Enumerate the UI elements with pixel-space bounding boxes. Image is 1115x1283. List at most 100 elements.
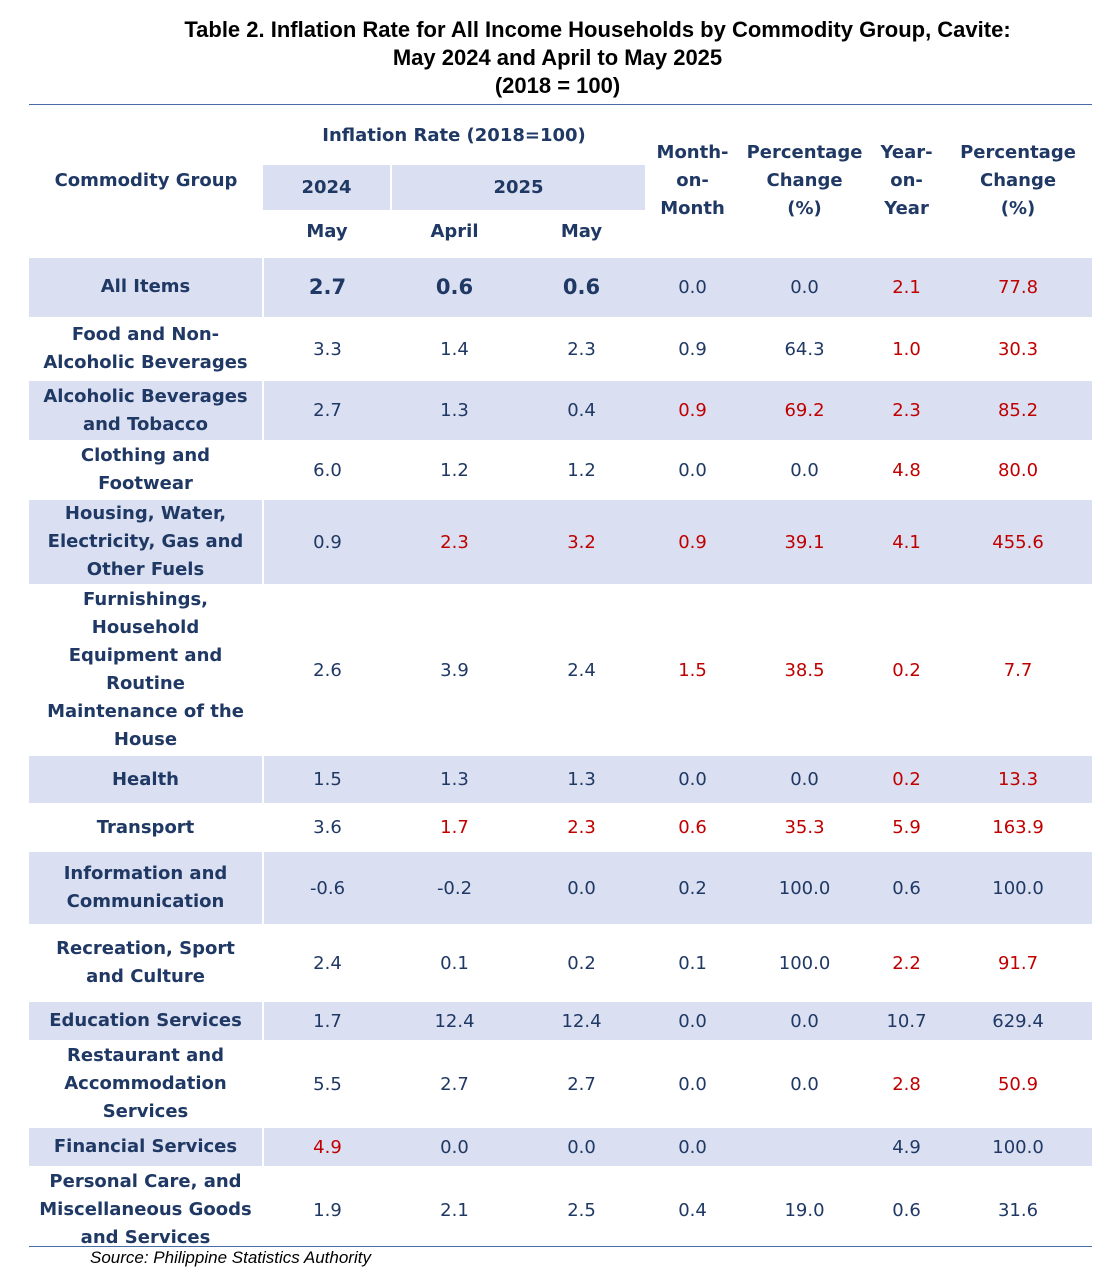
value-mom: 0.9 <box>645 379 741 441</box>
table-row: Housing, Water, Electricity, Gas and Other… <box>29 498 1093 585</box>
value-apr2025: 1.7 <box>391 803 518 851</box>
inflation-rate-header: Inflation Rate (2018=100) <box>322 124 586 146</box>
value-may2024: 2.6 <box>263 584 391 755</box>
value-mom-pct: 100.0 <box>740 850 870 925</box>
yoy-header-line: Year <box>884 198 929 220</box>
value-mom: 0.0 <box>645 1000 741 1041</box>
header-row-2: 2024 2025 <box>29 163 1092 210</box>
value-mom: 0.0 <box>645 254 741 318</box>
value-yoy-pct: 77.8 <box>944 254 1093 318</box>
value-may2024: 6.0 <box>263 440 391 499</box>
value-may2025: 2.5 <box>518 1166 646 1252</box>
value-may2025: 2.7 <box>518 1040 646 1127</box>
value-apr2025: 1.3 <box>391 754 518 804</box>
value-yoy: 4.8 <box>869 440 945 499</box>
value-may2024: 3.3 <box>263 317 391 380</box>
value-yoy-pct: 7.7 <box>944 584 1093 755</box>
value-may2024: 4.9 <box>263 1126 391 1167</box>
value-yoy-pct: 31.6 <box>944 1166 1093 1252</box>
value-may2025: 1.2 <box>518 440 646 499</box>
commodity-group-header: Commodity Group <box>54 170 238 192</box>
value-apr2025: 2.7 <box>391 1040 518 1127</box>
commodity-name-line: Services <box>102 1101 189 1122</box>
value-mom: 0.4 <box>645 1166 741 1252</box>
commodity-name-line: Maintenance of the <box>47 701 244 722</box>
value-mom-pct: 19.0 <box>740 1166 870 1252</box>
commodity-name-line: Recreation, Sport <box>56 938 235 959</box>
table-row: Health 1.5 1.3 1.3 0.0 0.0 0.2 13.3 <box>29 754 1093 804</box>
yoy-pct-header: Percentage Change (%) <box>944 108 1092 256</box>
commodity-name: Clothing and Footwear <box>29 440 264 499</box>
value-yoy: 0.6 <box>869 850 945 925</box>
yoy-pct-header-line: (%) <box>1000 198 1036 220</box>
value-mom-pct: 38.5 <box>740 584 870 755</box>
commodity-name-line: Health <box>111 768 179 790</box>
commodity-name: Health <box>29 754 264 804</box>
value-yoy-pct: 100.0 <box>944 850 1093 925</box>
mom-header: Month- on- Month <box>645 108 740 256</box>
commodity-name-line: Equipment and <box>68 645 223 666</box>
commodity-name: Housing, Water, Electricity, Gas and Other… <box>29 498 264 585</box>
value-mom-pct: 35.3 <box>740 803 870 851</box>
table-row: Furnishings, Household Equipment and Routin… <box>29 584 1093 755</box>
table-body: All Items 2.7 0.6 0.6 0.0 0.0 2.1 77.8 Food and … <box>29 254 1093 1252</box>
value-mom: 0.1 <box>645 924 741 1001</box>
month-may-2025-header: May <box>560 221 603 243</box>
table-row: Recreation, Sport and Culture 2.4 0.1 0.2 0.1… <box>29 924 1093 1001</box>
commodity-name-line: Restaurant and <box>67 1045 224 1066</box>
commodity-name-line: and Tobacco <box>82 413 209 435</box>
value-may2024: 0.9 <box>263 498 391 585</box>
commodity-name-line: Financial Services <box>53 1136 238 1157</box>
value-yoy-pct: 13.3 <box>944 754 1093 804</box>
value-yoy-pct: 50.9 <box>944 1040 1093 1127</box>
value-apr2025: 1.2 <box>391 440 518 499</box>
table-row: Transport 3.6 1.7 2.3 0.6 35.3 5.9 163.9 <box>29 803 1093 851</box>
value-apr2025: -0.2 <box>391 850 518 925</box>
commodity-name-line: Furnishings, <box>82 589 209 610</box>
mom-pct-header: Percentage Change (%) <box>740 108 869 256</box>
value-may2025: 1.3 <box>518 754 646 804</box>
year-2025-header: 2025 <box>391 163 646 210</box>
value-mom: 0.0 <box>645 440 741 499</box>
commodity-name: Furnishings, Household Equipment and Routin… <box>29 584 264 755</box>
commodity-name-line: Electricity, Gas and <box>47 531 244 552</box>
value-yoy: 1.0 <box>869 317 945 380</box>
value-yoy: 2.3 <box>869 379 945 441</box>
commodity-name-line: Routine <box>106 673 185 694</box>
table-row: Alcoholic Beverages and Tobacco 2.7 1.3 0.4 0… <box>29 379 1093 441</box>
title-line-3: (2018 = 100) <box>494 73 621 98</box>
value-yoy-pct: 629.4 <box>944 1000 1093 1041</box>
yoy-pct-header-line: Change <box>979 170 1057 192</box>
header-row-3: May April May <box>29 210 1092 256</box>
commodity-name-line: Information and <box>63 863 228 884</box>
commodity-name-line: House <box>113 729 178 750</box>
value-yoy: 4.9 <box>869 1126 945 1167</box>
value-apr2025: 0.1 <box>391 924 518 1001</box>
value-may2024: 3.6 <box>263 803 391 851</box>
value-yoy: 0.2 <box>869 584 945 755</box>
table-row: Financial Services 4.9 0.0 0.0 0.0 4.9 100.0 <box>29 1126 1093 1167</box>
title-line-2: May 2024 and April to May 2025 <box>392 45 723 70</box>
value-apr2025: 0.6 <box>391 254 518 318</box>
value-may2024: 1.7 <box>263 1000 391 1041</box>
table-title: Table 2. Inflation Rate for All Income H… <box>0 16 1115 100</box>
commodity-name-line: Transport <box>96 816 195 838</box>
value-yoy: 4.1 <box>869 498 945 585</box>
value-yoy: 2.2 <box>869 924 945 1001</box>
value-may2025: 0.6 <box>518 254 646 318</box>
commodity-name-line: Miscellaneous Goods <box>39 1199 252 1220</box>
value-apr2025: 3.9 <box>391 584 518 755</box>
value-may2025: 0.2 <box>518 924 646 1001</box>
value-mom: 0.0 <box>645 1126 741 1167</box>
mom-pct-header-line: (%) <box>787 198 822 220</box>
value-mom: 1.5 <box>645 584 741 755</box>
commodity-name-line: Alcoholic Beverages <box>43 352 248 373</box>
value-mom-pct: 0.0 <box>740 754 870 804</box>
value-yoy-pct: 100.0 <box>944 1126 1093 1167</box>
value-yoy: 0.2 <box>869 754 945 804</box>
value-may2025: 12.4 <box>518 1000 646 1041</box>
table-row: Education Services 1.7 12.4 12.4 0.0 0.0 10.7 6… <box>29 1000 1093 1041</box>
value-yoy: 10.7 <box>869 1000 945 1041</box>
value-yoy: 0.6 <box>869 1166 945 1252</box>
commodity-name-line: Housing, Water, <box>64 503 227 524</box>
